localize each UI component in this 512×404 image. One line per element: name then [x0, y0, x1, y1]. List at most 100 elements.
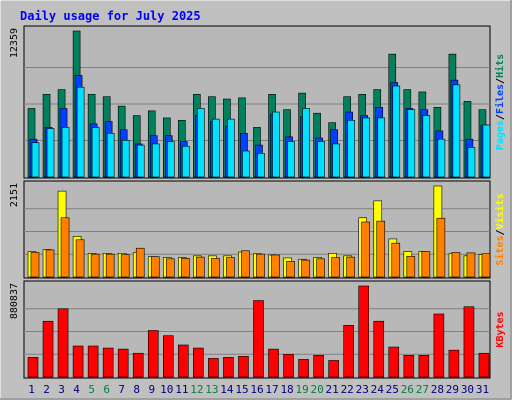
bar-kbytes-day-8 [132, 352, 144, 378]
bar-sites-day-17 [271, 254, 280, 278]
legend-visits-sites: Sites/Visits [494, 193, 506, 265]
x-axis-day-label: 18 [280, 383, 293, 396]
bar-kbytes-day-21 [328, 360, 339, 378]
bar-kbytes-day-26 [403, 355, 415, 378]
bar-pages-day-20 [317, 141, 325, 178]
x-axis-day-label: 20 [311, 383, 324, 396]
bar-sites-day-31 [481, 253, 491, 278]
bar-kbytes-day-24 [373, 320, 385, 378]
bar-sites-day-30 [466, 252, 476, 278]
bar-sites-day-3 [60, 217, 70, 278]
bar-kbytes-day-12 [193, 347, 204, 378]
bar-sites-day-26 [406, 255, 416, 278]
x-axis-day-label: 27 [416, 383, 429, 396]
bar-kbytes-day-5 [87, 345, 99, 378]
bar-sites-day-27 [421, 251, 431, 278]
bar-pages-day-11 [182, 145, 190, 178]
bar-kbytes-day-31 [478, 352, 490, 378]
bar-sites-day-2 [45, 249, 55, 278]
bar-sites-day-14 [226, 257, 235, 278]
y-axis-max-label: 880837 [9, 283, 20, 319]
legend-entry: Pages [495, 120, 506, 150]
y-axis-max-label: 12359 [9, 28, 20, 58]
bar-kbytes-day-16 [253, 300, 264, 378]
bar-pages-day-27 [422, 115, 431, 178]
panel-hits-files-pages: 12359 Pages/Files/Hits [9, 25, 506, 179]
bar-pages-day-1 [31, 142, 40, 178]
x-axis-day-label: 28 [431, 383, 444, 396]
bar-sites-day-13 [211, 258, 220, 278]
y-axis-max-label: 2151 [9, 183, 20, 207]
x-axis-day-label: 25 [386, 383, 399, 396]
bar-sites-day-8 [135, 247, 145, 278]
x-axis-day-label: 16 [250, 383, 263, 396]
bar-sites-day-12 [196, 256, 205, 278]
bar-kbytes-day-10 [162, 335, 174, 378]
bar-pages-day-24 [377, 117, 386, 178]
bar-sites-day-15 [241, 250, 250, 278]
x-axis-day-label: 26 [401, 383, 414, 396]
bar-sites-day-11 [181, 258, 190, 278]
bar-pages-day-5 [91, 127, 100, 178]
bar-kbytes-day-25 [388, 346, 400, 378]
bar-sites-day-9 [150, 256, 160, 278]
bar-sites-day-25 [391, 242, 401, 278]
x-axis-day-label: 21 [326, 383, 339, 396]
bar-kbytes-day-19 [298, 359, 309, 378]
bar-kbytes-day-18 [283, 353, 294, 378]
bar-sites-day-23 [361, 221, 371, 278]
legend-entry: Hits [494, 54, 506, 78]
x-axis-day-label: 1 [28, 383, 35, 396]
bar-pages-day-19 [302, 108, 310, 178]
bar-pages-day-21 [332, 143, 340, 178]
legend-entry: KBytes [495, 311, 506, 347]
bar-kbytes-day-29 [448, 349, 460, 378]
bar-kbytes-day-22 [343, 325, 354, 378]
x-axis-day-label: 13 [205, 383, 218, 396]
x-axis-day-label: 9 [148, 383, 155, 396]
x-axis-day-label: 5 [88, 383, 95, 396]
bar-pages-day-9 [151, 143, 160, 178]
x-axis-day-label: 4 [73, 383, 80, 396]
bar-pages-day-17 [272, 111, 280, 178]
x-axis-day-label: 3 [58, 383, 65, 396]
bar-sites-day-29 [451, 252, 461, 278]
x-axis-day-label: 22 [341, 383, 354, 396]
chart-title: Daily usage for July 2025 [20, 9, 201, 23]
legend-hits-files-pages: Pages/Files/Hits [494, 54, 506, 150]
bar-pages-day-28 [437, 138, 446, 178]
x-axis-day-label: 6 [103, 383, 110, 396]
x-axis-day-label: 10 [160, 383, 173, 396]
bar-pages-day-26 [407, 109, 416, 178]
legend-entry: Sites [494, 236, 506, 266]
bar-kbytes-day-27 [418, 355, 430, 378]
x-axis-day-label: 31 [476, 383, 489, 396]
bar-pages-day-13 [212, 118, 220, 178]
bar-pages-day-12 [197, 108, 205, 178]
bar-kbytes-day-6 [102, 347, 114, 378]
bar-kbytes-day-7 [117, 348, 129, 378]
panel-kbytes: 880837 KBytes [9, 280, 506, 379]
bar-sites-day-6 [105, 253, 115, 278]
bar-sites-day-22 [346, 256, 355, 278]
bar-pages-day-15 [242, 150, 250, 178]
x-axis-day-label: 29 [446, 383, 459, 396]
x-axis-day-label: 24 [371, 383, 385, 396]
bar-kbytes-day-15 [238, 356, 249, 378]
bar-sites-day-28 [436, 217, 446, 278]
bar-pages-day-6 [106, 132, 115, 178]
bar-kbytes-day-17 [268, 348, 279, 378]
bar-kbytes-day-3 [57, 308, 69, 378]
legend-entry: Visits [494, 193, 506, 229]
bar-pages-day-14 [227, 118, 235, 178]
x-axis-day-label: 30 [461, 383, 474, 396]
bar-kbytes-day-14 [223, 357, 234, 378]
bar-pages-day-2 [46, 128, 55, 178]
bar-sites-day-16 [256, 253, 265, 278]
bar-pages-day-22 [347, 119, 355, 178]
bar-pages-day-4 [76, 86, 85, 178]
bar-kbytes-day-30 [463, 306, 475, 378]
bar-sites-day-24 [376, 220, 386, 278]
bar-pages-day-29 [452, 84, 461, 178]
